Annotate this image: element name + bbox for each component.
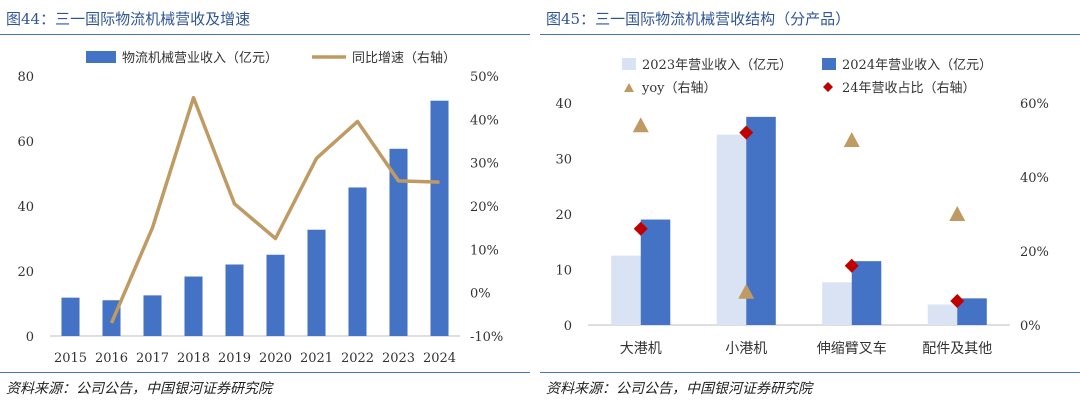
share-marker xyxy=(844,258,859,273)
bar-revenue-2024 xyxy=(640,219,671,325)
legend-label-2023: 2023年营业收入（亿元） xyxy=(642,58,792,73)
y-tick-label: 80 xyxy=(17,70,34,85)
y2-tick-label: 30% xyxy=(470,157,499,172)
bar-revenue xyxy=(61,297,80,336)
bar-revenue xyxy=(184,276,203,336)
x-tick-label: 大港机 xyxy=(620,341,662,357)
y-tick-label: 0 xyxy=(26,330,34,345)
bar-revenue xyxy=(389,148,408,336)
x-tick-label: 2022 xyxy=(341,351,374,366)
growth-line xyxy=(109,95,440,324)
legend-swatch-share xyxy=(823,82,833,92)
x-tick-label: 2016 xyxy=(95,351,128,366)
x-tick-label: 2020 xyxy=(259,351,292,366)
y2-tick-label: 20% xyxy=(470,200,499,215)
legend-label-growth: 同比增速（右轴） xyxy=(352,51,456,66)
legend-label-revenue: 物流机械营业收入（亿元） xyxy=(122,51,278,66)
bar-revenue-2023 xyxy=(822,282,852,325)
bar-revenue xyxy=(430,100,449,336)
x-tick-label: 小港机 xyxy=(725,341,767,357)
y2-tick-label: -10% xyxy=(470,330,503,345)
yoy-marker xyxy=(738,283,755,299)
legend-label-2024: 2024年营业收入（亿元） xyxy=(842,58,992,73)
bar-revenue xyxy=(348,187,367,336)
y2-tick-label: 0% xyxy=(1020,319,1041,334)
legend-swatch-yoy xyxy=(624,83,634,92)
share-marker xyxy=(739,125,754,140)
y-tick-label: 60 xyxy=(17,135,34,150)
x-tick-label: 2024 xyxy=(423,351,456,366)
source-rule xyxy=(540,372,1080,373)
y2-tick-label: 10% xyxy=(470,243,499,258)
x-tick-label: 2023 xyxy=(382,351,415,366)
y2-tick-label: 40% xyxy=(1020,171,1049,186)
x-tick-label: 2015 xyxy=(54,351,87,366)
bar-revenue xyxy=(225,264,244,336)
legend-label-share: 24年营收占比（右轴） xyxy=(842,81,976,96)
y-tick-label: 20 xyxy=(17,265,34,280)
x-tick-label: 2019 xyxy=(218,351,251,366)
y-tick-label: 20 xyxy=(555,208,572,223)
x-tick-label: 配件及其他 xyxy=(922,341,992,357)
figure-source: 资料来源：公司公告，中国银河证券研究院 xyxy=(546,381,812,397)
y-tick-label: 40 xyxy=(17,200,34,215)
y-tick-label: 0 xyxy=(564,319,572,334)
legend-swatch-2024 xyxy=(822,58,836,70)
bar-revenue-2023 xyxy=(611,255,641,325)
y-tick-label: 40 xyxy=(555,97,572,112)
bar-revenue xyxy=(307,229,326,336)
x-tick-label: 2018 xyxy=(177,351,210,366)
legend-swatch-revenue xyxy=(86,51,116,63)
share-marker xyxy=(633,221,648,236)
bar-revenue xyxy=(143,295,162,336)
title-rule xyxy=(0,34,530,35)
x-tick-label: 2021 xyxy=(300,351,333,366)
y2-tick-label: 40% xyxy=(470,113,499,128)
title-rule xyxy=(540,34,1080,35)
figure-title: 图44：三一国际物流机械营收及增速 xyxy=(6,10,251,28)
product-structure-chart: 0 10 20 30 40 0% 20% 40% 60% 大港机 小港机 伸缩臂叉车 配件及其他 2023… xyxy=(555,58,1049,357)
bar-revenue-2024 xyxy=(851,261,882,325)
y2-tick-label: 20% xyxy=(1020,245,1049,260)
bar-revenue-2024 xyxy=(746,116,776,325)
figure-source: 资料来源：公司公告，中国银河证券研究院 xyxy=(6,381,272,397)
revenue-growth-chart: 0 20 40 60 80 -10% 0% 10% 20% 30% 40% 50% 2015 2016 20… xyxy=(17,51,503,366)
legend-swatch-2023 xyxy=(622,58,636,70)
bar-revenue xyxy=(266,254,285,336)
figure-title: 图45：三一国际物流机械营收结构（分产品） xyxy=(546,10,851,28)
yoy-marker xyxy=(949,206,966,221)
y-tick-label: 10 xyxy=(555,264,572,279)
source-rule xyxy=(0,372,530,373)
yoy-marker xyxy=(632,117,649,133)
y2-tick-label: 60% xyxy=(1020,97,1049,112)
yoy-marker xyxy=(843,132,860,147)
legend-label-yoy: yoy（右轴） xyxy=(641,81,717,96)
figure-45: 图45：三一国际物流机械营收结构（分产品） 0 10 20 30 40 0% 20% 40% 6… xyxy=(540,0,1080,408)
x-tick-label: 伸缩臂叉车 xyxy=(817,340,887,357)
y-tick-label: 30 xyxy=(555,153,572,168)
x-tick-label: 2017 xyxy=(136,351,169,366)
figure-44: 图44：三一国际物流机械营收及增速 0 20 40 60 80 -10% 0% 10% 20% 3… xyxy=(0,0,530,408)
share-marker xyxy=(950,293,965,308)
y2-tick-label: 50% xyxy=(470,70,499,85)
y2-tick-label: 0% xyxy=(470,287,491,302)
bar-revenue-2023 xyxy=(927,304,958,325)
